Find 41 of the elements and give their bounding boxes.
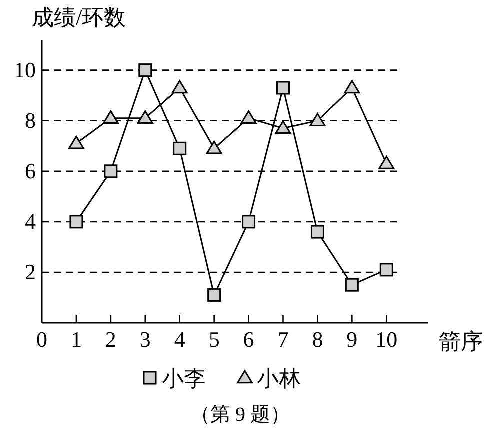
y-tick-label: 10 [14, 57, 36, 82]
text: （第 9 题） [190, 404, 290, 426]
point [345, 278, 359, 292]
y-tick-label: 8 [25, 108, 36, 133]
y-axis-title: 成绩/环数 [32, 5, 126, 30]
legend-label: 小李 [162, 366, 206, 391]
x-tick-label: 7 [278, 327, 289, 352]
x-tick-label: 3 [140, 327, 151, 352]
point [310, 113, 326, 126]
point [275, 120, 292, 134]
x-tick-label: 4 [174, 327, 186, 352]
point [68, 136, 84, 150]
point [208, 288, 222, 302]
point [378, 156, 395, 170]
point [310, 225, 324, 239]
x-tick-label: 9 [346, 327, 358, 352]
y-tick-label: 6 [25, 158, 36, 184]
point [173, 142, 187, 156]
x-tick-label: 1 [70, 327, 82, 352]
point [104, 164, 118, 178]
point [138, 64, 152, 78]
point [137, 110, 154, 124]
point [276, 81, 290, 95]
x-tick-label: 2 [105, 327, 116, 352]
x-tick-label: 8 [312, 327, 324, 352]
y-tick-label: 4 [25, 208, 36, 234]
point [70, 215, 84, 229]
point [102, 110, 119, 124]
point [242, 215, 256, 229]
x-tick-label: 6 [243, 327, 254, 352]
x-tick-label: 0 [36, 327, 48, 352]
point [240, 110, 257, 124]
point [206, 140, 222, 154]
x-axis-title: 箭序 [439, 329, 483, 354]
point [344, 80, 360, 94]
legend-label: 小林 [257, 366, 301, 391]
y-tick-label: 2 [25, 259, 36, 284]
x-tick-label: 10 [376, 327, 398, 352]
x-tick-label: 5 [208, 327, 220, 352]
point [380, 263, 394, 277]
point [172, 80, 188, 94]
